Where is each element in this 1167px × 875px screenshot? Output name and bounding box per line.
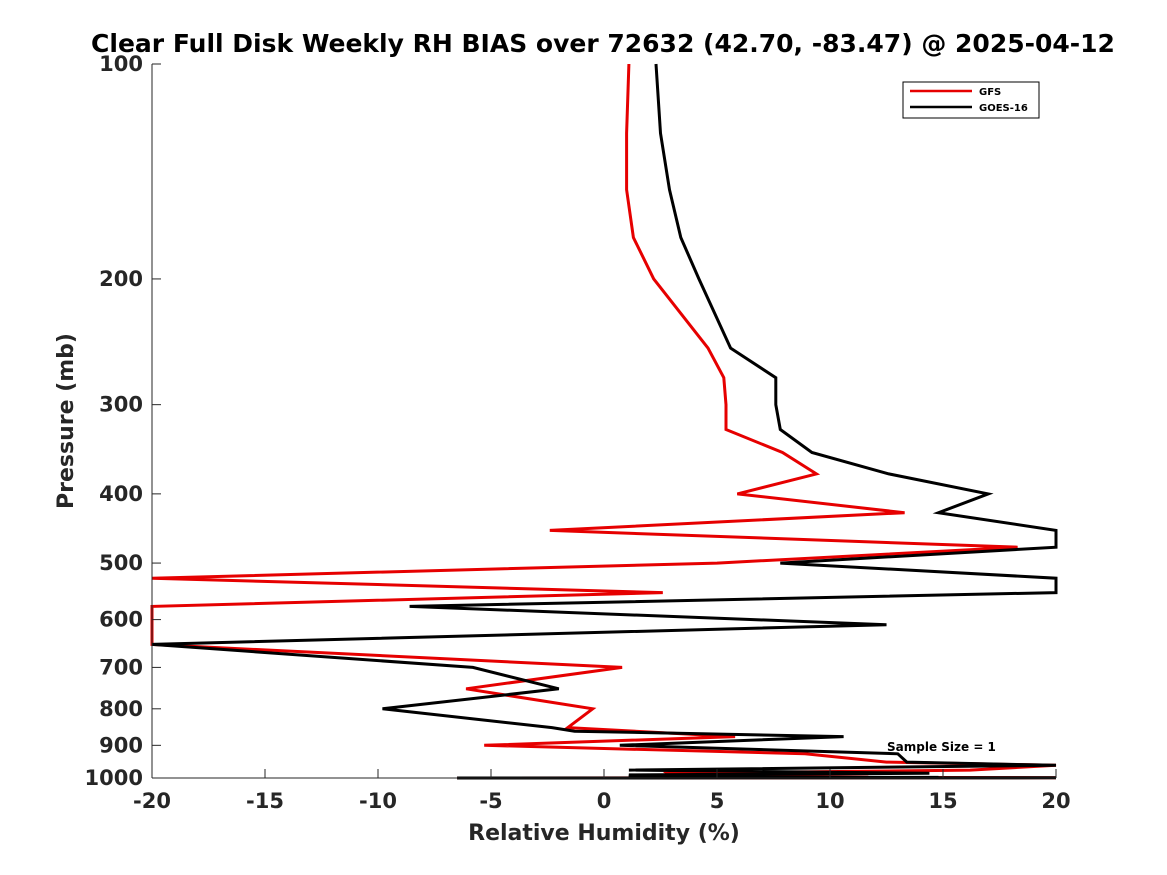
chart-title: Clear Full Disk Weekly RH BIAS over 7263… xyxy=(91,29,1115,58)
y-tick-label: 700 xyxy=(99,655,143,679)
sample-size-annotation: Sample Size = 1 xyxy=(887,740,996,754)
y-tick-label: 800 xyxy=(99,697,143,721)
x-tick-label: -10 xyxy=(359,789,397,813)
x-tick-label: -15 xyxy=(246,789,284,813)
y-tick-label: 300 xyxy=(99,393,143,417)
plot-area xyxy=(152,64,1056,778)
x-tick-label: -5 xyxy=(479,789,502,813)
x-tick-label: 15 xyxy=(928,789,957,813)
y-tick-label: 100 xyxy=(99,52,143,76)
legend: GFS GOES-16 xyxy=(902,81,1040,119)
legend-box xyxy=(902,81,1040,119)
legend-label-goes16: GOES-16 xyxy=(979,103,1028,114)
y-tick-label: 1000 xyxy=(85,766,143,790)
y-tick-label: 600 xyxy=(99,608,143,632)
x-tick-label: 0 xyxy=(597,789,612,813)
legend-label-gfs: GFS xyxy=(979,87,1001,98)
y-tick-label: 900 xyxy=(99,733,143,757)
x-axis-label: Relative Humidity (%) xyxy=(468,821,740,846)
x-tick-label: 5 xyxy=(710,789,725,813)
y-tick-label: 400 xyxy=(99,482,143,506)
x-tick-label: 20 xyxy=(1041,789,1070,813)
y-tick-label: 200 xyxy=(99,267,143,291)
y-axis-label: Pressure (mb) xyxy=(54,333,79,509)
x-tick-label: -20 xyxy=(133,789,171,813)
x-tick-label: 10 xyxy=(815,789,844,813)
y-tick-label: 500 xyxy=(99,551,143,575)
